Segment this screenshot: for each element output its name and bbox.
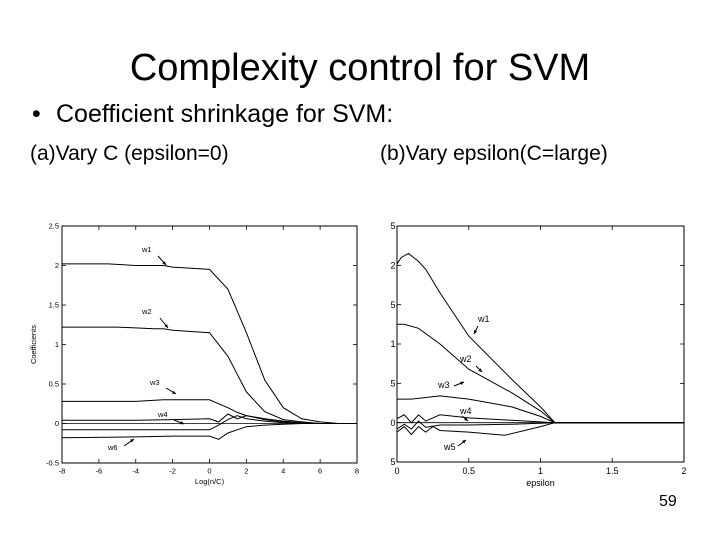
y-tick-label: 5 xyxy=(390,300,395,310)
y-tick-label: 5 xyxy=(390,221,395,231)
annotation-w4: w4 xyxy=(459,406,472,416)
caption-a: (a)Vary C (epsilon=0) xyxy=(30,142,229,165)
y-tick-label: 2.5 xyxy=(49,222,59,231)
annotation-arrowhead-w2 xyxy=(478,368,482,372)
x-tick-label: -8 xyxy=(59,467,66,476)
y-tick-label: 0 xyxy=(390,418,395,428)
annotation-arrowhead-w1 xyxy=(162,261,166,265)
bullet-icon: • xyxy=(32,100,41,128)
series-line-w5 xyxy=(61,423,357,440)
y-tick-label: 1.5 xyxy=(49,301,59,310)
annotation-w3: w3 xyxy=(149,378,160,387)
plot-frame xyxy=(61,225,358,464)
annotation-w2: w2 xyxy=(141,307,152,316)
annotation-w4: w4 xyxy=(157,410,168,419)
x-tick-label: 2 xyxy=(244,467,248,476)
annotation-arrowhead-w3 xyxy=(172,390,176,394)
annotation-arrowhead-w4 xyxy=(464,417,468,421)
series-line-w1 xyxy=(62,263,357,424)
y-tick-label: 2 xyxy=(390,260,395,270)
series-line-w2 xyxy=(62,326,357,424)
x-tick-label: 4 xyxy=(281,467,285,476)
x-tick-label: 6 xyxy=(318,467,322,476)
series-line-w2 xyxy=(397,323,684,424)
annotation-w1: w1 xyxy=(477,314,490,324)
annotation-w6: w6 xyxy=(107,443,118,452)
annotation-w5: w5 xyxy=(443,442,456,452)
bullet-row: • Coefficient shrinkage for SVM: xyxy=(32,97,393,131)
series-line-w4 xyxy=(62,413,357,424)
y-tick-label: 2 xyxy=(55,261,59,270)
x-axis-label: Log(n/C) xyxy=(195,477,225,486)
x-tick-label: 0 xyxy=(207,467,211,476)
x-tick-label: -6 xyxy=(96,467,103,476)
chart-vary-c: -8 -6 -4 -2 0 2 4 6 8 -0.5 0 0.5 1 1.5 2 2.5 Log(n/C) Coe… xyxy=(29,222,359,486)
slide-title: Complexity control for SVM xyxy=(129,47,591,89)
y-tick-label: -0.5 xyxy=(46,459,59,468)
y-tick-label: 1 xyxy=(55,340,59,349)
y-tick-label: 1 xyxy=(390,339,395,349)
annotation-w3: w3 xyxy=(437,380,450,390)
x-axis-label: epsilon xyxy=(526,478,555,488)
slide-number: 59 xyxy=(659,493,677,510)
caption-b: (b)Vary epsilon(C=large) xyxy=(380,142,608,165)
series-line-w6 xyxy=(62,415,357,431)
x-tick-label: -4 xyxy=(132,467,139,476)
x-tick-label: 0 xyxy=(394,466,399,476)
annotation-arrowhead-w1 xyxy=(474,330,478,334)
bullet-text: Coefficient shrinkage for SVM: xyxy=(56,100,394,128)
annotation-arrowhead-w4 xyxy=(180,421,184,425)
y-tick-label: 0 xyxy=(55,419,59,428)
x-tick-label: 1 xyxy=(538,466,543,476)
x-tick-label: 0.5 xyxy=(462,466,475,476)
annotation-arrowhead-w3 xyxy=(460,381,464,385)
annotation-arrowhead-w6 xyxy=(130,439,134,443)
y-axis-label: Coefficients xyxy=(29,325,38,364)
series-line-w3 xyxy=(397,395,684,424)
x-tick-label: 8 xyxy=(355,467,359,476)
annotation-arrowhead-w5 xyxy=(462,440,466,444)
annotation-w2: w2 xyxy=(459,354,472,364)
x-tick-label: -2 xyxy=(169,467,176,476)
x-tick-label: 2 xyxy=(681,466,686,476)
series-line-w6 xyxy=(396,420,684,430)
annotation-arrowhead-w2 xyxy=(164,324,168,328)
series-line-w1 xyxy=(396,252,684,424)
y-tick-label: 5 xyxy=(390,378,395,388)
annotation-w1: w1 xyxy=(141,245,152,254)
y-tick-label: 0.5 xyxy=(49,380,59,389)
x-tick-label: 1.5 xyxy=(606,466,619,476)
y-tick-label: 5 xyxy=(390,457,395,467)
